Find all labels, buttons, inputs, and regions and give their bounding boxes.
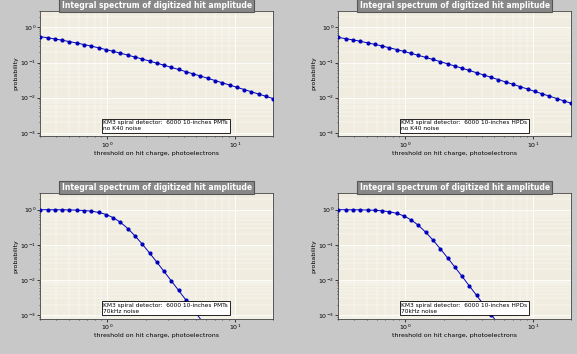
Title: Integral spectrum of digitized hit amplitude: Integral spectrum of digitized hit ampli…	[62, 1, 252, 10]
Text: KM3 spiral detector:  6000 10-inches PMTs
70kHz noise: KM3 spiral detector: 6000 10-inches PMTs…	[103, 303, 228, 314]
X-axis label: threshold on hit charge, photoelectrons: threshold on hit charge, photoelectrons	[392, 333, 518, 338]
X-axis label: threshold on hit charge, photoelectrons: threshold on hit charge, photoelectrons	[94, 333, 219, 338]
Y-axis label: probability: probability	[312, 239, 317, 273]
Title: Integral spectrum of digitized hit amplitude: Integral spectrum of digitized hit ampli…	[62, 183, 252, 192]
Text: KM3 spiral detector:  6000 10-inches HPDs
70kHz noise: KM3 spiral detector: 6000 10-inches HPDs…	[401, 303, 527, 314]
Title: Integral spectrum of digitized hit amplitude: Integral spectrum of digitized hit ampli…	[359, 1, 550, 10]
Text: KM3 spiral detector:  6000 10-inches PMTs
no K40 noise: KM3 spiral detector: 6000 10-inches PMTs…	[103, 120, 228, 131]
Text: KM3 spiral detector:  6000 10-inches HPDs
no K40 noise: KM3 spiral detector: 6000 10-inches HPDs…	[401, 120, 527, 131]
Y-axis label: probability: probability	[14, 239, 19, 273]
X-axis label: threshold on hit charge, photoelectrons: threshold on hit charge, photoelectrons	[94, 151, 219, 156]
Y-axis label: probability: probability	[14, 57, 19, 90]
X-axis label: threshold on hit charge, photoelectrons: threshold on hit charge, photoelectrons	[392, 151, 518, 156]
Title: Integral spectrum of digitized hit amplitude: Integral spectrum of digitized hit ampli…	[359, 183, 550, 192]
Y-axis label: probability: probability	[312, 57, 317, 90]
